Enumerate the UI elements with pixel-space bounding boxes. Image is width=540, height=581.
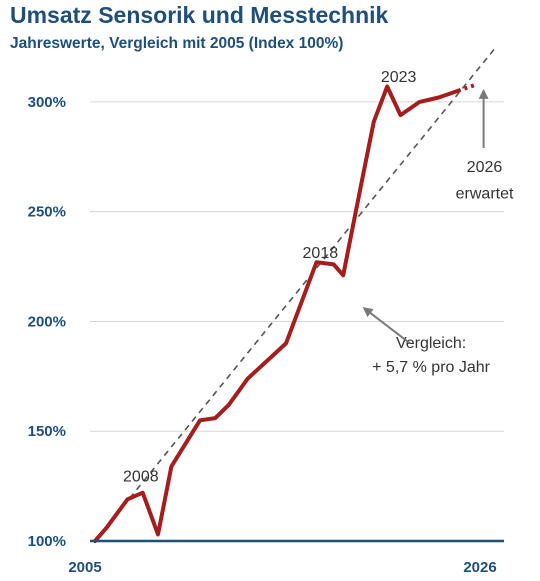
annotations: 2008 2018 2023 Vergleich: + 5,7 % pro Jahr 20… [123, 69, 514, 486]
y-tick-label: 250% [28, 204, 66, 221]
annotation-label: 2026 [467, 159, 503, 176]
annotation-label: 2018 [303, 245, 339, 262]
trend-line [94, 46, 497, 542]
annotation-label: + 5,7 % pro Jahr [372, 359, 491, 376]
y-tick-label: 100% [28, 533, 66, 550]
revenue-line [93, 84, 460, 543]
y-tick-label: 200% [28, 313, 66, 330]
annotation-label: erwartet [456, 186, 514, 203]
revenue-projection-line [457, 82, 478, 93]
grid-lines [90, 101, 504, 432]
annotation-arrow [362, 307, 411, 345]
x-tick-label: 2026 [463, 559, 496, 576]
annotation-label: 2023 [381, 69, 417, 86]
annotation-label: Vergleich: [396, 335, 466, 352]
axes: 100% 150% 200% 250% 300% 2005 2026 [28, 94, 504, 576]
trend-series [94, 46, 497, 542]
revenue-series [93, 82, 478, 543]
y-tick-label: 150% [28, 423, 66, 440]
chart-subtitle: Jahreswerte, Vergleich mit 2005 (Index 1… [10, 35, 344, 52]
y-tick-label: 300% [28, 94, 66, 111]
annotation-label: 2008 [123, 469, 159, 486]
x-tick-label: 2005 [68, 559, 101, 576]
chart-title: Umsatz Sensorik und Messtechnik [10, 2, 389, 28]
